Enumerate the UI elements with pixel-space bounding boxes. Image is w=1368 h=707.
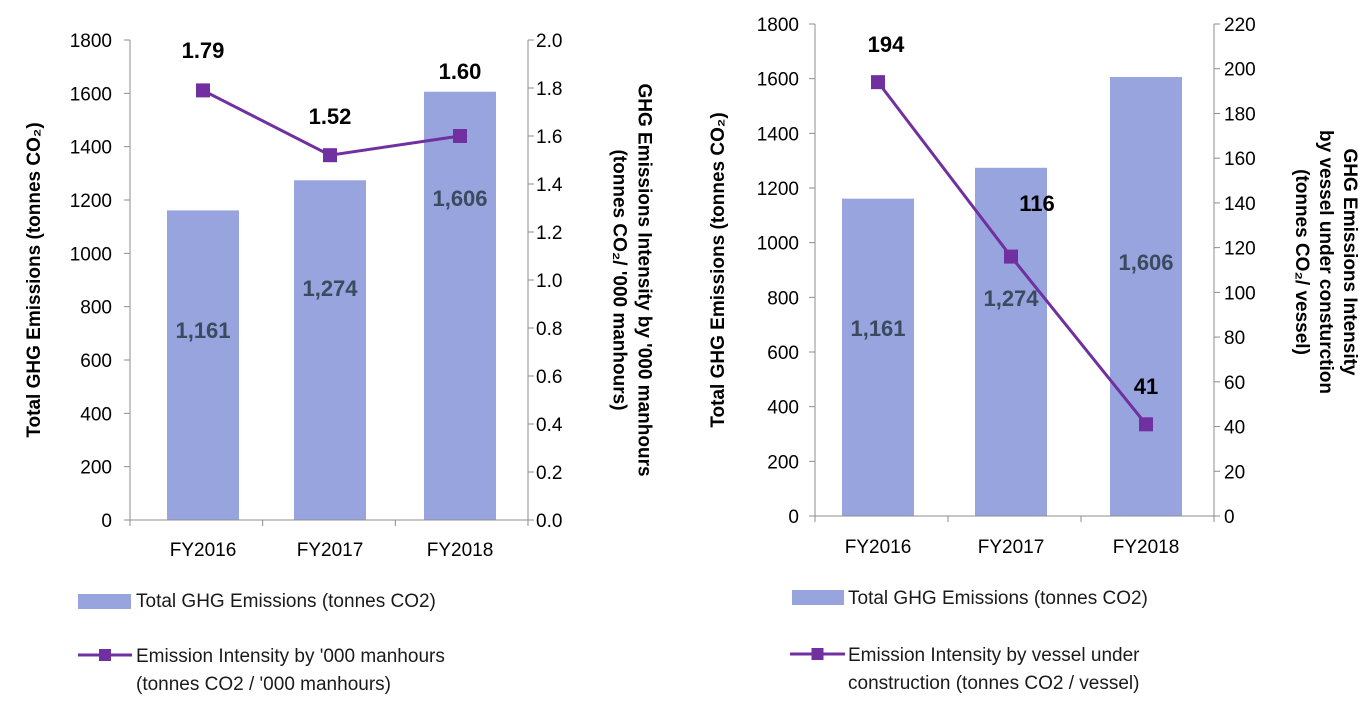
bar-data-label: 1,606 xyxy=(432,186,487,211)
right-tick-label: 20 xyxy=(1224,462,1245,483)
right-tick-label: 200 xyxy=(1224,60,1256,81)
left-tick-label: 600 xyxy=(767,343,799,364)
bar-fy2018 xyxy=(424,91,496,520)
right-tick-label: 80 xyxy=(1224,328,1245,349)
left-axis-title: Total GHG Emissions (tonnes CO₂) xyxy=(708,112,729,427)
right-tick-label: 0.6 xyxy=(536,367,562,388)
right-tick-label: 0.2 xyxy=(536,463,562,484)
left-tick-label: 1800 xyxy=(757,15,799,36)
right-axis-title-line: (tonnes CO₂/ vessel) xyxy=(1291,169,1312,355)
left-tick-label: 1800 xyxy=(70,31,112,52)
bar-fy2017 xyxy=(294,180,366,520)
left-tick-label: 200 xyxy=(80,458,112,479)
right-tick-label: 100 xyxy=(1224,283,1256,304)
x-tick-label: FY2016 xyxy=(170,540,237,561)
right-axis-title-line: (tonnes CO₂/ '000 manhours) xyxy=(609,149,630,410)
left-tick-label: 600 xyxy=(80,351,112,372)
left-tick-label: 0 xyxy=(101,511,112,532)
left-tick-label: 800 xyxy=(80,298,112,319)
legend-bar-swatch xyxy=(78,594,131,609)
line-data-label: 41 xyxy=(1134,374,1158,399)
right-tick-label: 60 xyxy=(1224,373,1245,394)
legend-bar-swatch xyxy=(792,590,844,605)
legend-line-marker xyxy=(811,648,824,660)
left-tick-label: 1600 xyxy=(70,84,112,105)
left-tick-label: 200 xyxy=(767,452,799,473)
bar-data-label: 1,606 xyxy=(1118,250,1173,275)
right-tick-label: 0.8 xyxy=(536,319,562,340)
intensity-marker-fy2017 xyxy=(1004,249,1018,264)
right-tick-label: 0.0 xyxy=(536,511,562,532)
left-tick-label: 1200 xyxy=(757,179,799,200)
bar-fy2018 xyxy=(1110,77,1182,516)
bar-fy2017 xyxy=(975,167,1047,517)
legend-line-label: Emission Intensity by vessel under xyxy=(848,645,1140,666)
line-data-label: 116 xyxy=(1019,191,1055,216)
intensity-marker-fy2018 xyxy=(1139,417,1153,432)
legend-bar-label: Total GHG Emissions (tonnes CO2) xyxy=(136,591,436,612)
left-tick-label: 1400 xyxy=(757,124,799,145)
right-tick-label: 1.6 xyxy=(536,127,562,148)
right-axis-title-line: by vessel under consturction xyxy=(1315,130,1336,394)
intensity-marker-fy2018 xyxy=(453,129,467,143)
x-tick-label: FY2018 xyxy=(427,540,494,561)
right-tick-label: 120 xyxy=(1224,239,1256,260)
line-data-label: 1.79 xyxy=(182,38,225,63)
bar-fy2016 xyxy=(842,198,914,516)
legend-line-marker xyxy=(99,649,111,661)
left-tick-label: 400 xyxy=(767,398,799,419)
legend-line-label: construction (tonnes CO2 / vessel) xyxy=(848,673,1139,694)
bar-data-label: 1,161 xyxy=(175,318,230,343)
intensity-marker-fy2016 xyxy=(871,75,885,90)
left-tick-label: 1600 xyxy=(757,70,799,91)
left-tick-label: 800 xyxy=(767,288,799,309)
right-tick-label: 1.4 xyxy=(536,175,563,196)
legend-line-label: Emission Intensity by '000 manhours xyxy=(136,646,445,667)
right-axis-title-line: GHG Emissions Intensity xyxy=(1339,149,1360,376)
left-tick-label: 400 xyxy=(80,404,112,425)
right-tick-label: 180 xyxy=(1224,104,1256,125)
chart-1: 0 200 400 600 800 1000 1200 1400 1600 1800 0.0 0.2 0… xyxy=(24,31,655,695)
right-tick-label: 1.2 xyxy=(536,223,562,244)
legend-line-label: (tonnes CO2 / '000 manhours) xyxy=(136,674,391,695)
line-data-label: 194 xyxy=(868,32,905,57)
intensity-marker-fy2016 xyxy=(196,83,210,98)
bar-data-label: 1,161 xyxy=(850,316,905,341)
bar-fy2016 xyxy=(167,210,239,520)
legend-bar-label: Total GHG Emissions (tonnes CO2) xyxy=(848,588,1148,609)
right-tick-label: 0 xyxy=(1224,507,1235,528)
left-tick-label: 0 xyxy=(788,507,799,528)
right-tick-label: 40 xyxy=(1224,418,1245,439)
line-data-label: 1.52 xyxy=(309,104,352,129)
bar-data-label: 1,274 xyxy=(302,276,358,301)
left-tick-label: 1000 xyxy=(757,234,799,255)
left-tick-label: 1200 xyxy=(70,191,112,212)
left-axis-title: Total GHG Emissions (tonnes CO₂) xyxy=(24,122,45,437)
right-tick-label: 1.8 xyxy=(536,79,562,100)
right-tick-label: 0.4 xyxy=(536,415,563,436)
right-tick-label: 220 xyxy=(1224,15,1256,36)
x-tick-label: FY2016 xyxy=(845,537,912,558)
right-axis-title-line: GHG Emissions Intensity by '000 manhours xyxy=(634,83,655,476)
line-data-label: 1.60 xyxy=(439,59,482,84)
right-tick-label: 2.0 xyxy=(536,31,562,52)
bar-data-label: 1,274 xyxy=(983,286,1039,311)
x-tick-label: FY2018 xyxy=(1113,537,1180,558)
chart-2: 0 200 400 600 800 1000 1200 1400 1600 1800 0 20 40 60… xyxy=(708,15,1360,694)
left-tick-label: 1000 xyxy=(70,244,112,265)
left-tick-label: 1400 xyxy=(70,138,112,159)
x-tick-label: FY2017 xyxy=(297,540,364,561)
x-tick-label: FY2017 xyxy=(978,537,1045,558)
right-tick-label: 1.0 xyxy=(536,271,562,292)
right-tick-label: 140 xyxy=(1224,194,1256,215)
right-tick-label: 160 xyxy=(1224,149,1256,170)
intensity-marker-fy2017 xyxy=(323,148,337,163)
